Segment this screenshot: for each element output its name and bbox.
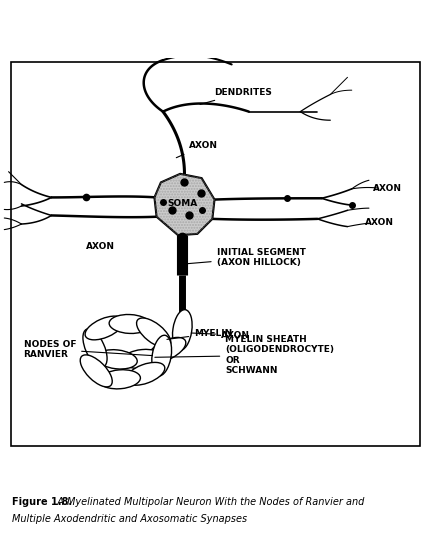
Ellipse shape <box>148 337 186 362</box>
Ellipse shape <box>172 310 192 350</box>
Text: SOMA: SOMA <box>167 199 197 208</box>
Ellipse shape <box>80 355 112 387</box>
Ellipse shape <box>126 362 165 385</box>
Ellipse shape <box>136 318 171 348</box>
Ellipse shape <box>122 349 163 368</box>
Text: DENDRITES: DENDRITES <box>200 88 272 105</box>
Text: INITIAL SEGMENT
(AXON HILLOCK): INITIAL SEGMENT (AXON HILLOCK) <box>187 248 305 267</box>
Text: AXON: AXON <box>176 142 218 158</box>
Text: MYELIN: MYELIN <box>167 329 233 340</box>
Ellipse shape <box>100 370 140 389</box>
Text: Multiple Axodendritic and Axosomatic Synapses: Multiple Axodendritic and Axosomatic Syn… <box>12 514 247 524</box>
Ellipse shape <box>109 314 150 334</box>
Text: AXON: AXON <box>86 243 115 251</box>
Text: Figure 1.8.: Figure 1.8. <box>12 497 72 507</box>
Text: AXON: AXON <box>373 184 402 193</box>
Bar <box>11 62 420 446</box>
Ellipse shape <box>83 329 107 367</box>
Text: AXON: AXON <box>365 218 394 227</box>
Ellipse shape <box>152 335 172 376</box>
Text: AXON: AXON <box>191 330 250 340</box>
Ellipse shape <box>85 316 124 340</box>
Text: NODES OF
RANVIER: NODES OF RANVIER <box>24 340 152 359</box>
Polygon shape <box>154 174 214 235</box>
Text: A Myelinated Multipolar Neuron With the Nodes of Ranvier and: A Myelinated Multipolar Neuron With the … <box>51 497 364 507</box>
Text: MYELIN SHEATH
(OLIGODENDROCYTE)
OR
SCHWANN: MYELIN SHEATH (OLIGODENDROCYTE) OR SCHWA… <box>155 335 334 376</box>
Ellipse shape <box>96 350 137 369</box>
